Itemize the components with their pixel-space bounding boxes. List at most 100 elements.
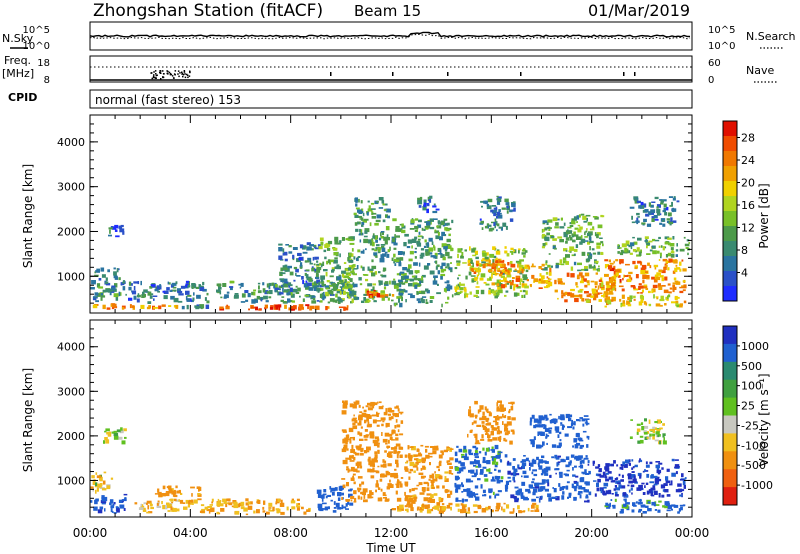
radar-cell bbox=[474, 456, 479, 459]
radar-cell bbox=[165, 504, 168, 510]
radar-cell bbox=[637, 440, 641, 444]
radar-cell bbox=[105, 277, 108, 281]
radar-cell bbox=[496, 408, 501, 412]
radar-cell bbox=[146, 502, 149, 505]
radar-cell bbox=[364, 218, 369, 221]
radar-cell bbox=[541, 471, 547, 474]
radar-cell bbox=[374, 290, 378, 293]
radar-cell bbox=[591, 266, 595, 269]
radar-cell bbox=[347, 500, 350, 505]
radar-cell bbox=[384, 251, 388, 254]
radar-cell bbox=[102, 304, 106, 310]
radar-cell bbox=[216, 289, 221, 293]
radar-cell bbox=[90, 486, 94, 489]
radar-cell bbox=[592, 216, 598, 218]
radar-cell bbox=[396, 296, 402, 299]
radar-cell bbox=[638, 251, 642, 256]
radar-cell bbox=[502, 508, 506, 513]
radar-cell bbox=[622, 277, 624, 281]
radar-cell bbox=[618, 484, 622, 489]
radar-cell bbox=[358, 404, 361, 408]
radar-cell bbox=[497, 289, 503, 294]
radar-cell bbox=[128, 281, 132, 286]
radar-cell bbox=[479, 472, 484, 475]
radar-cell bbox=[147, 511, 153, 514]
nave-dip-dot bbox=[160, 78, 162, 80]
radar-cell bbox=[96, 488, 99, 492]
radar-cell bbox=[492, 420, 497, 423]
y-tick-label: 2000 bbox=[57, 430, 85, 443]
radar-cell bbox=[623, 274, 625, 278]
radar-cell bbox=[629, 295, 633, 300]
radar-cell bbox=[170, 295, 175, 300]
radar-cell bbox=[123, 493, 128, 496]
radar-cell bbox=[549, 475, 552, 478]
radar-cell bbox=[567, 226, 572, 229]
radar-cell bbox=[515, 275, 521, 279]
radar-cell bbox=[161, 493, 166, 497]
radar-cell bbox=[157, 500, 160, 504]
radar-cell bbox=[445, 286, 451, 292]
radar-cell bbox=[97, 509, 103, 514]
radar-cell bbox=[454, 466, 459, 471]
x-tick-label: 04:00 bbox=[173, 526, 208, 540]
radar-cell bbox=[508, 409, 511, 413]
radar-cell bbox=[433, 244, 435, 248]
radar-cell bbox=[548, 427, 553, 430]
colorbar-swatch bbox=[723, 326, 737, 345]
radar-cell bbox=[617, 275, 621, 278]
radar-cell bbox=[385, 442, 388, 445]
radar-cell bbox=[559, 439, 562, 442]
radar-cell bbox=[555, 430, 559, 433]
radar-cell bbox=[384, 450, 387, 453]
radar-cell bbox=[613, 260, 615, 264]
radar-cell bbox=[430, 255, 435, 258]
radar-cell bbox=[597, 292, 600, 295]
radar-cell bbox=[401, 223, 404, 228]
radar-cell bbox=[429, 446, 435, 448]
radar-cell bbox=[676, 267, 681, 270]
radar-cell bbox=[101, 487, 105, 489]
radar-cell bbox=[132, 305, 135, 308]
radar-cell bbox=[648, 489, 653, 493]
radar-cell bbox=[628, 480, 633, 484]
radar-cell bbox=[140, 304, 145, 309]
radar-cell bbox=[587, 255, 592, 260]
colorbar-swatch bbox=[723, 487, 737, 506]
radar-cell bbox=[421, 276, 424, 281]
colorbar-tick-label: 1000 bbox=[741, 340, 769, 353]
radar-cell bbox=[534, 486, 540, 489]
nave-dip-dot bbox=[634, 72, 636, 76]
radar-cell bbox=[615, 272, 619, 277]
radar-cell bbox=[574, 444, 579, 449]
radar-cell bbox=[487, 434, 491, 439]
radar-cell bbox=[390, 475, 395, 478]
radar-cell bbox=[574, 298, 579, 303]
radar-cell bbox=[271, 282, 275, 286]
radar-cell bbox=[433, 493, 438, 496]
radar-cell bbox=[200, 504, 205, 507]
radar-cell bbox=[540, 445, 544, 448]
radar-cell bbox=[277, 304, 282, 308]
radar-cell bbox=[401, 282, 406, 285]
radar-cell bbox=[616, 464, 619, 467]
radar-cell bbox=[398, 504, 404, 509]
radar-cell bbox=[495, 289, 498, 292]
radar-cell bbox=[96, 283, 101, 288]
radar-cell bbox=[95, 300, 99, 303]
radar-cell bbox=[373, 252, 378, 256]
radar-cell bbox=[367, 200, 370, 203]
radar-cell bbox=[664, 303, 667, 306]
radar-cell bbox=[341, 298, 345, 300]
radar-cell bbox=[576, 419, 580, 422]
radar-cell bbox=[364, 429, 368, 432]
radar-cell bbox=[657, 509, 661, 513]
radar-cell bbox=[443, 246, 448, 250]
radar-cell bbox=[436, 225, 442, 229]
radar-cell bbox=[509, 285, 513, 290]
nave-dip-dot bbox=[151, 77, 153, 80]
radar-cell bbox=[571, 218, 575, 223]
radar-cell bbox=[662, 440, 667, 445]
radar-cell bbox=[376, 413, 379, 417]
radar-cell bbox=[425, 243, 428, 246]
